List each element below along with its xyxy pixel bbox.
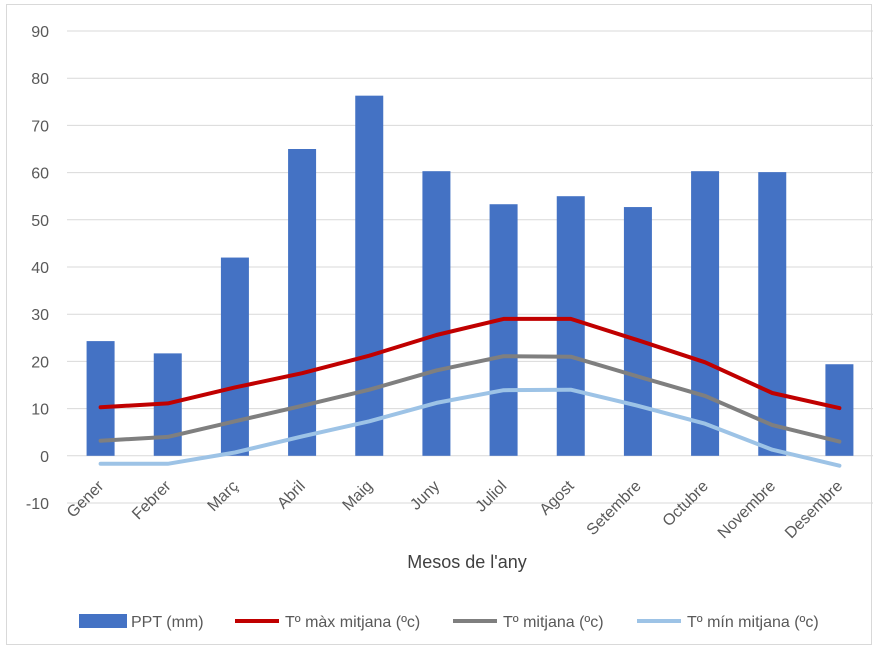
x-category-label: Maig (340, 478, 377, 515)
line-series (98, 316, 842, 468)
y-tick-label: 10 (31, 402, 49, 419)
bar-7 (489, 204, 518, 456)
x-category-label: Juny (407, 478, 443, 514)
legend-label: Tº màx mitjana (ºc) (285, 614, 420, 631)
legend-label: Tº mitjana (ºc) (503, 614, 604, 631)
x-category-label: Febrer (129, 477, 175, 523)
x-category-label: Setembre (584, 478, 645, 539)
legend: PPT (mm) Tº màx mitjana (ºc) Tº mitjana (º… (79, 614, 819, 631)
legend-label: PPT (mm) (131, 614, 204, 631)
y-tick-label: 0 (40, 449, 49, 466)
y-tick-label: 40 (31, 260, 49, 277)
y-tick-label: 80 (31, 71, 49, 88)
line-series-path (98, 387, 842, 468)
gridlines (67, 30, 873, 504)
y-tick-label: 90 (31, 24, 49, 41)
x-category-label: Octubre (660, 478, 712, 530)
bar-6 (422, 171, 451, 456)
y-tick-label: 60 (31, 166, 49, 183)
legend-label: Tº mín mitjana (ºc) (687, 614, 819, 631)
x-category-label: Agost (537, 477, 578, 518)
line-series-path (98, 316, 842, 411)
x-axis-title: Mesos de l'any (407, 552, 527, 572)
bar-10 (691, 171, 720, 456)
y-axis-tick-labels: -10 0 10 20 30 40 50 60 70 80 90 (26, 24, 49, 513)
x-axis-category-labels: Gener Febrer Març Abril Maig Juny Juliol Agost S… (64, 477, 846, 542)
bar-1 (86, 341, 115, 456)
x-category-label: Març (205, 478, 242, 515)
bar-11 (758, 172, 787, 456)
x-category-label: Gener (64, 477, 108, 521)
legend-swatch (79, 614, 127, 628)
y-tick-label: -10 (26, 496, 49, 513)
bar-series (86, 95, 854, 456)
bar-9 (623, 207, 652, 456)
y-tick-label: 70 (31, 118, 49, 135)
x-category-label: Juliol (473, 478, 511, 516)
bar-3 (220, 257, 249, 456)
line-series-path (98, 354, 842, 444)
x-category-label: Novembre (715, 478, 779, 542)
y-tick-label: 50 (31, 213, 49, 230)
chart-frame: -10 0 10 20 30 40 50 60 70 80 90 Gener Febrer Març Ab… (6, 4, 873, 645)
bar-8 (556, 196, 585, 456)
x-category-label: Desembre (782, 478, 846, 542)
y-tick-label: 20 (31, 354, 49, 371)
x-category-label: Abril (274, 478, 309, 513)
chart-svg: -10 0 10 20 30 40 50 60 70 80 90 Gener Febrer Març Ab… (26, 24, 873, 631)
y-tick-label: 30 (31, 307, 49, 324)
bar-5 (355, 95, 384, 456)
